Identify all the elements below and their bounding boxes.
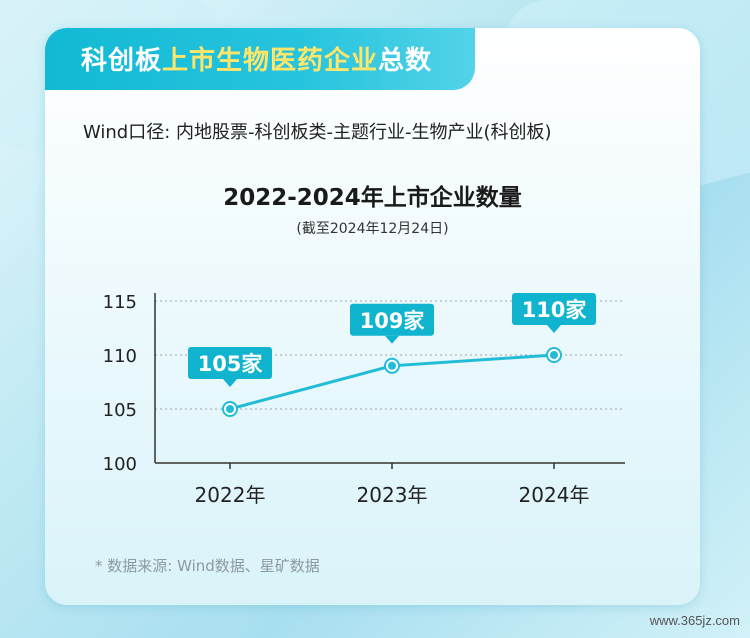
data-label-pointer [385,335,399,344]
page-title: 科创板上市生物医药企业总数 [81,40,432,77]
title-suffix: 总数 [378,46,433,76]
chart-card: 科创板上市生物医药企业总数 Wind口径: 内地股票-科创板类-主题行业-生物产… [45,28,700,605]
title-highlight: 上市生物医药企业 [162,46,379,76]
y-tick-label: 115 [103,292,137,313]
title-prefix: 科创板 [81,46,163,76]
footnote: * 数据来源: Wind数据、星矿数据 [95,557,320,575]
data-label: 105家 [198,352,264,376]
x-tick-label: 2022年 [195,483,266,507]
data-point [226,405,234,413]
source-caliber: Wind口径: 内地股票-科创板类-主题行业-生物产业(科创板) [83,122,552,143]
data-point [550,351,558,359]
chart-subtitle: (截至2024年12月24日) [296,221,449,237]
data-label: 109家 [360,309,426,333]
y-tick-label: 110 [103,346,137,367]
data-label: 110家 [522,298,588,322]
data-label-box [188,347,272,379]
x-tick-label: 2024年 [519,483,590,507]
data-label-box [512,293,596,325]
y-tick-label: 100 [103,454,137,475]
watermark: www.365jz.com [649,613,740,628]
data-label-box [350,303,434,336]
data-label-pointer [547,325,561,333]
x-tick-label: 2023年 [357,483,428,507]
data-point [388,361,396,370]
chart-title: 2022-2024年上市企业数量 [223,185,522,211]
data-label-pointer [223,379,237,387]
header-bar: 科创板上市生物医药企业总数 [45,28,475,90]
line-chart: 100 105 110 115 2022年 2023年 2024年 105家 109家 110家 [103,292,625,507]
y-tick-label: 105 [103,400,137,421]
